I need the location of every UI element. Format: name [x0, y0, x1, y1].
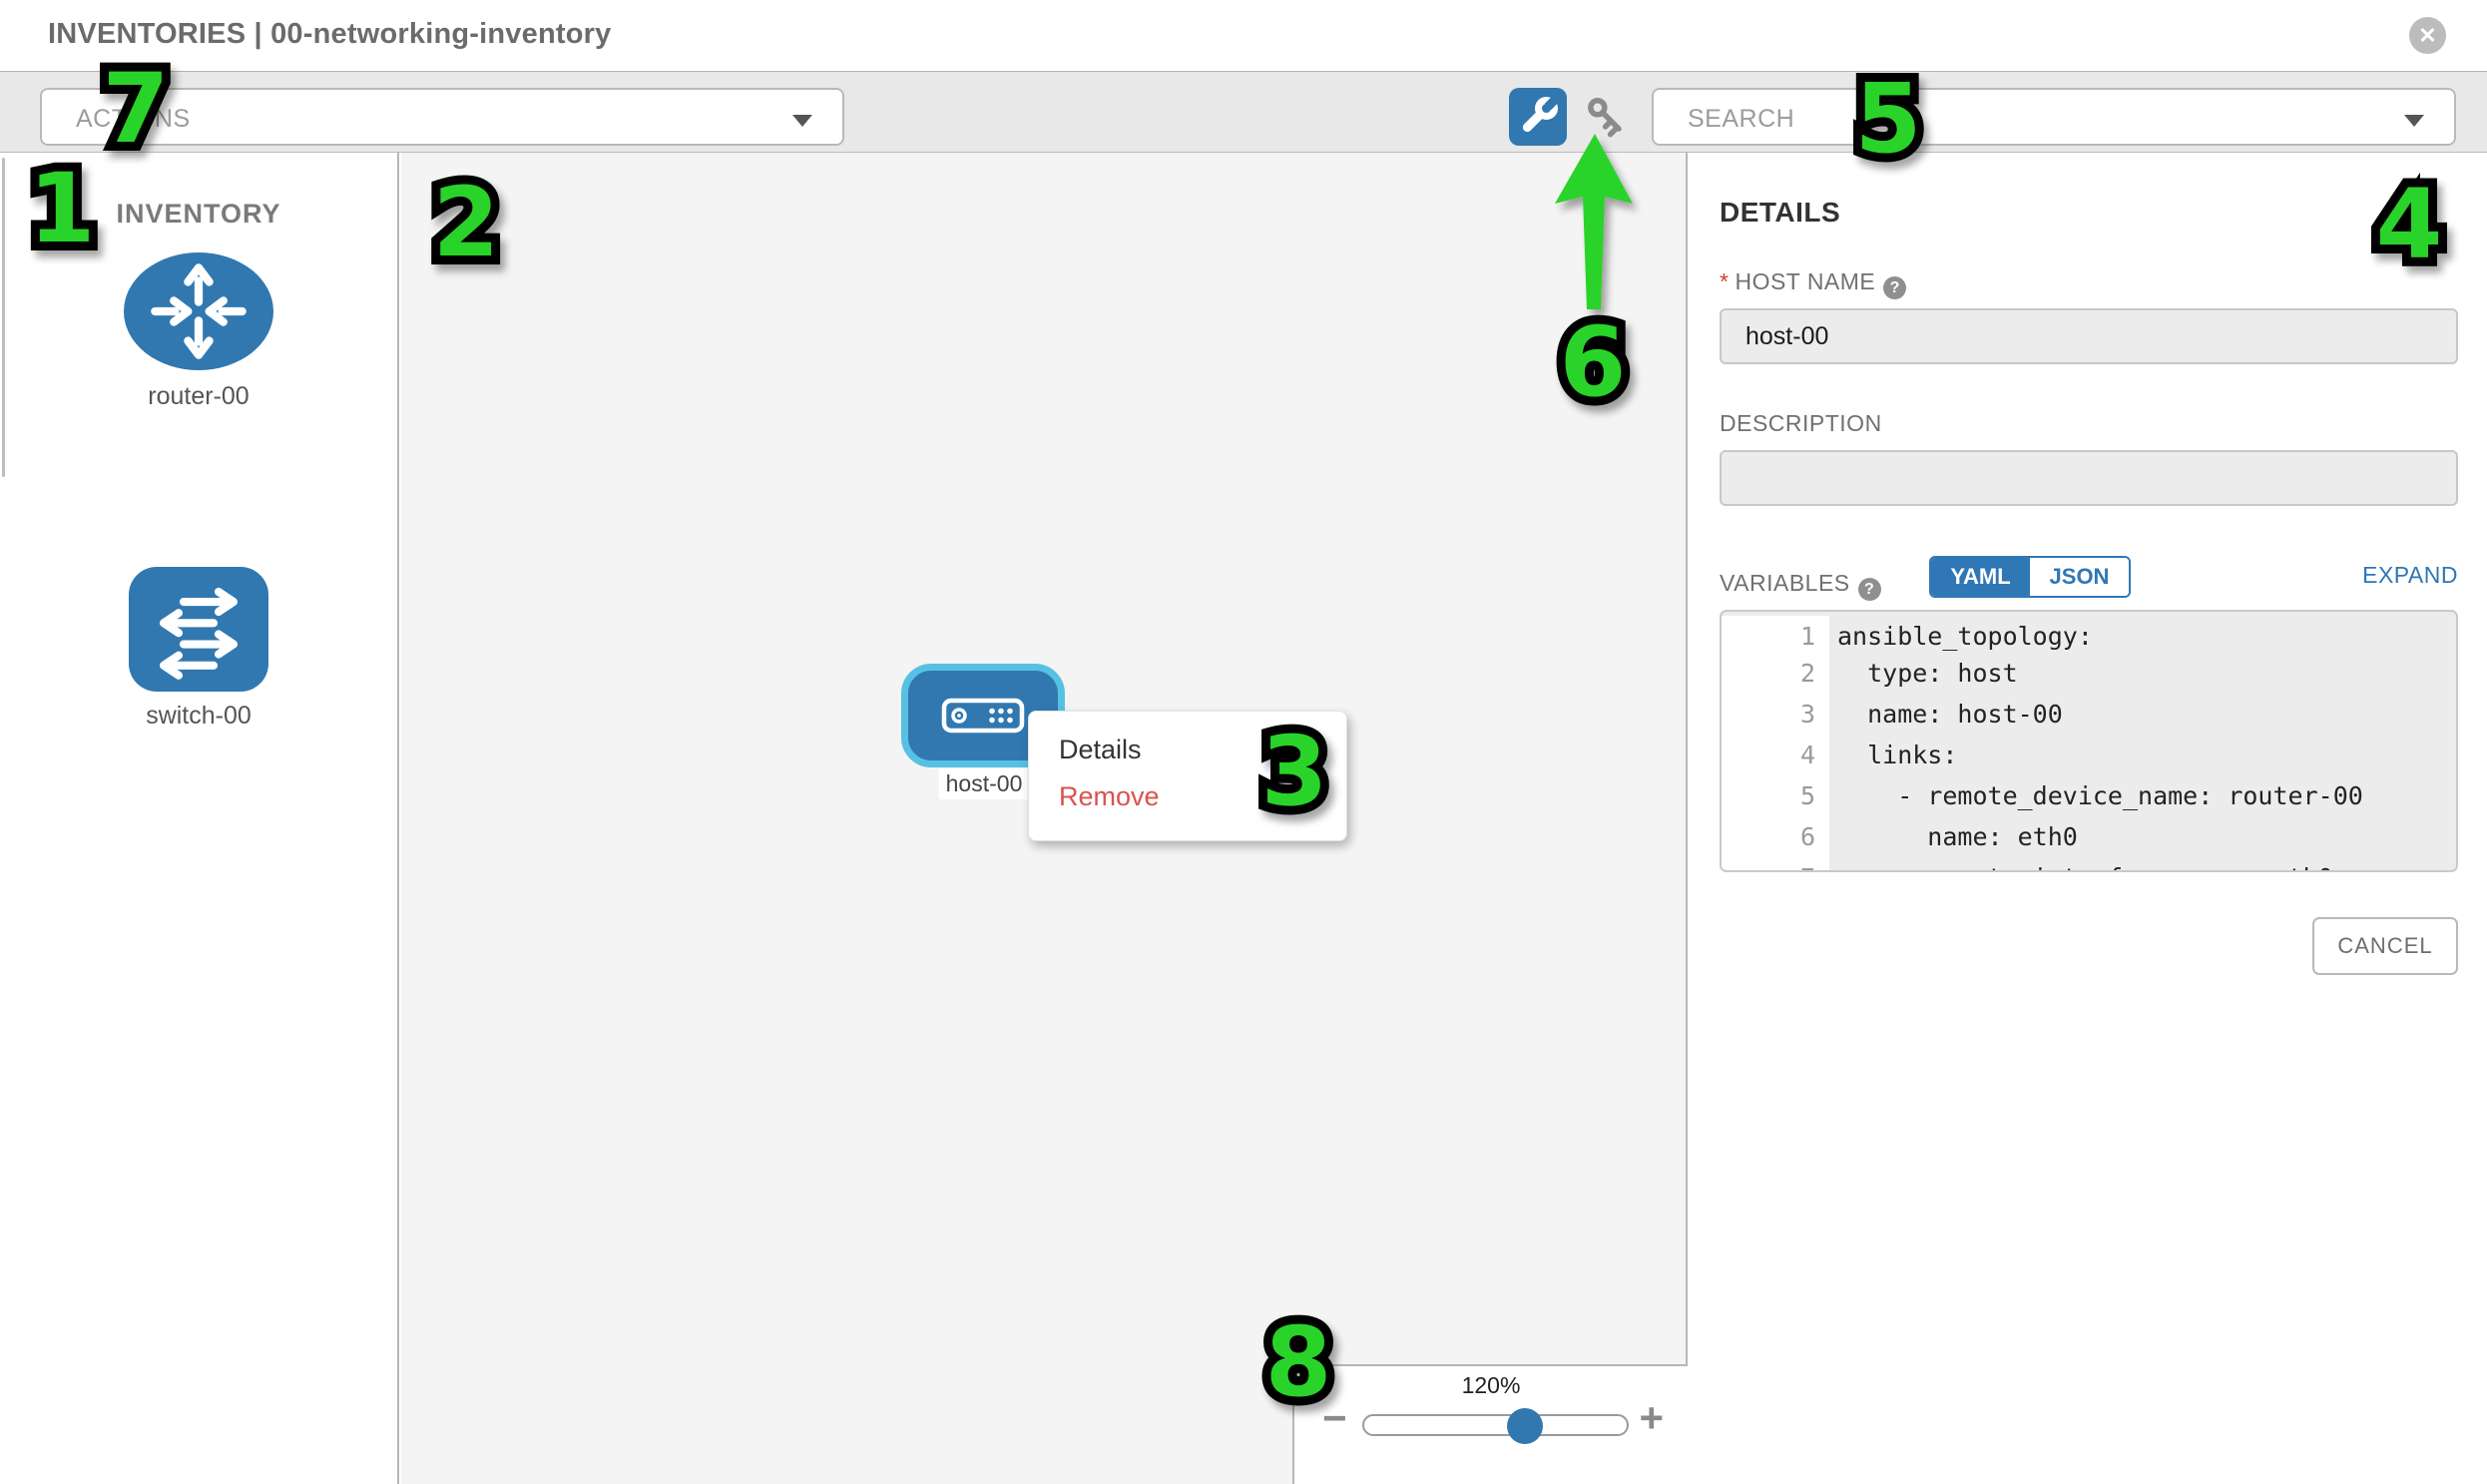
toolbar: ACTIONS SEARCH	[0, 71, 2487, 153]
host-node-label: host-00	[939, 768, 1029, 799]
device-label: router-00	[148, 382, 249, 410]
toolbar-tools-button[interactable]	[1509, 88, 1567, 146]
host-name-input[interactable]	[1720, 308, 2458, 364]
inventory-sidebar: INVENTORY router-00	[0, 153, 399, 1484]
cancel-button[interactable]: CANCEL	[2312, 917, 2458, 975]
header: INVENTORIES | 00-networking-inventory ✕	[0, 0, 2487, 71]
zoom-slider[interactable]	[1362, 1408, 1629, 1444]
page-title: INVENTORIES | 00-networking-inventory	[48, 18, 612, 50]
context-menu-item-details[interactable]: Details	[1059, 735, 1142, 764]
zoom-control: 120% − +	[1292, 1364, 1688, 1484]
code-line: - remote_device_name: router-00	[1829, 775, 2456, 816]
search-dropdown-label: SEARCH	[1688, 105, 1795, 133]
code-line: name: eth0	[1829, 816, 2456, 857]
description-label: DESCRIPTION	[1720, 410, 1882, 436]
wrench-icon	[1522, 95, 1560, 133]
line-number: 1	[1722, 616, 1829, 657]
sidebar-item-router[interactable]: router-00	[0, 252, 397, 411]
caret-down-icon	[2404, 115, 2424, 127]
code-line: ansible_topology:	[1829, 616, 2456, 657]
variables-label: VARIABLES?	[1720, 570, 1881, 601]
line-number: 2	[1722, 653, 1829, 694]
variables-code-editor[interactable]: 1 ansible_topology: 2 type: host 3 name: …	[1720, 610, 2458, 872]
zoom-level-readout: 120%	[1461, 1372, 1521, 1398]
line-number: 3	[1722, 694, 1829, 735]
inventory-panel-title: INVENTORY	[116, 199, 281, 229]
line-number: 6	[1722, 816, 1829, 857]
sidebar-scrollbar[interactable]	[2, 158, 5, 477]
description-input[interactable]	[1720, 450, 2458, 506]
variables-format-toggle: YAML JSON	[1929, 556, 2131, 598]
help-icon[interactable]: ?	[1857, 578, 1881, 601]
switch-icon	[129, 567, 268, 692]
help-icon[interactable]: ?	[1883, 276, 1907, 299]
code-line: type: host	[1829, 653, 2456, 694]
expand-link[interactable]: EXPAND	[2362, 562, 2458, 588]
host-name-label: * HOST NAME?	[1720, 268, 1907, 299]
device-label: switch-00	[146, 702, 251, 730]
zoom-out-icon[interactable]: −	[1322, 1394, 1347, 1441]
close-icon[interactable]: ✕	[2409, 17, 2446, 54]
router-icon	[124, 252, 273, 370]
tab-json[interactable]: JSON	[2030, 558, 2129, 596]
code-line: name: host-00	[1829, 694, 2456, 735]
required-marker: *	[1720, 268, 1730, 294]
zoom-in-icon[interactable]: +	[1639, 1394, 1664, 1441]
zoom-slider-thumb[interactable]	[1507, 1408, 1543, 1444]
code-line: links:	[1829, 735, 2456, 775]
toolbar-key-button[interactable]	[1582, 92, 1632, 142]
details-panel-title: DETAILS	[1720, 197, 1841, 228]
actions-dropdown-label: ACTIONS	[76, 105, 191, 133]
actions-dropdown[interactable]: ACTIONS	[40, 88, 844, 146]
host-server-icon	[941, 698, 1025, 734]
context-menu-item-remove[interactable]: Remove	[1059, 781, 1160, 811]
code-line: remote_interface_name: eth0	[1829, 857, 2456, 870]
line-number: 7	[1722, 857, 1829, 870]
topology-canvas[interactable]: host-00 Details Remove 120% − +	[401, 153, 1688, 1484]
caret-down-icon	[792, 115, 812, 127]
line-number: 4	[1722, 735, 1829, 775]
key-icon	[1588, 98, 1622, 138]
tab-yaml[interactable]: YAML	[1931, 558, 2030, 596]
node-context-menu: Details Remove	[1028, 711, 1347, 841]
search-dropdown[interactable]: SEARCH	[1652, 88, 2456, 146]
sidebar-item-switch[interactable]: switch-00	[0, 567, 397, 731]
details-panel: DETAILS *HOST NAME? DESCRIPTION VARIABLE…	[1689, 153, 2487, 1484]
line-number: 5	[1722, 775, 1829, 816]
